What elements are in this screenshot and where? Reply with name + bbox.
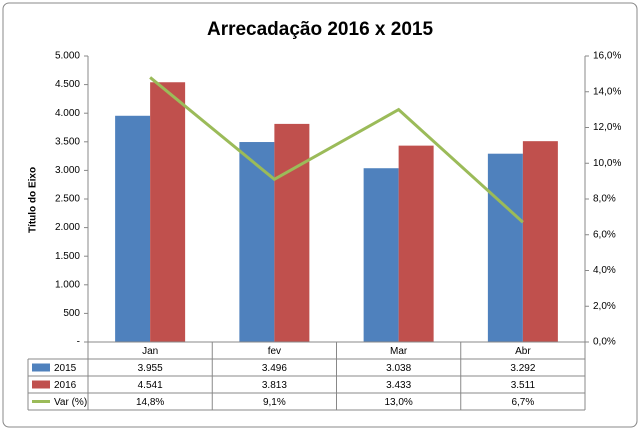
y-tick-label: 3.000 [55,165,80,176]
x-tick-label: fev [268,346,281,357]
bar [363,168,399,342]
legend-key [32,363,50,372]
table-value: 3.292 [510,363,535,374]
table-value: 3.496 [262,363,287,374]
table-value: 3.813 [262,380,287,391]
table-value: 9,1% [263,397,286,408]
y-tick-label: 1.000 [55,279,80,290]
y-tick-label: 500 [63,308,80,319]
y-tick-label: - [77,337,80,348]
x-tick-label: Mar [390,346,408,357]
table-value: 3.433 [386,380,411,391]
y2-tick-label: 6,0% [593,229,616,240]
y2-tick-label: 10,0% [593,158,621,169]
chart-title: Arrecadação 2016 x 2015 [207,19,433,40]
legend-key [32,380,50,389]
table-value: 4.541 [138,380,163,391]
y-tick-label: 1.500 [55,251,80,262]
y2-tick-label: 16,0% [593,51,621,62]
table-value: 3.511 [511,380,536,391]
legend-label: 2016 [54,380,77,391]
y2-tick-label: 2,0% [593,301,616,312]
x-tick-label: Abr [515,346,531,357]
table-value: 3.955 [138,363,163,374]
y-tick-label: 5.000 [55,51,80,62]
y2-tick-label: 14,0% [593,86,621,97]
y-tick-label: 2.500 [55,194,80,205]
line [149,76,524,224]
table-value: 6,7% [511,397,534,408]
x-tick-label: Jan [142,346,158,357]
legend-label: Var (%) [54,397,87,408]
y2-tick-label: 0,0% [593,337,616,348]
y-tick-label: 2.000 [55,222,80,233]
y2-tick-label: 12,0% [593,122,621,133]
bar [522,141,558,342]
y-tick-label: 4.500 [55,79,80,90]
bar [150,82,186,343]
bar [487,153,523,342]
y2-tick-label: 4,0% [593,265,616,276]
y-tick-label: 4.000 [55,108,80,119]
legend-label: 2015 [54,363,77,374]
table-value: 13,0% [384,397,412,408]
table-value: 3.038 [386,363,411,374]
bar [239,142,275,342]
y-axis-label: Título do Eixo [28,167,39,233]
y-tick-label: 3.500 [55,136,80,147]
bar [274,123,310,343]
bar [398,145,434,342]
table-value: 14,8% [136,397,164,408]
y2-tick-label: 8,0% [593,194,616,205]
bar [115,115,151,342]
